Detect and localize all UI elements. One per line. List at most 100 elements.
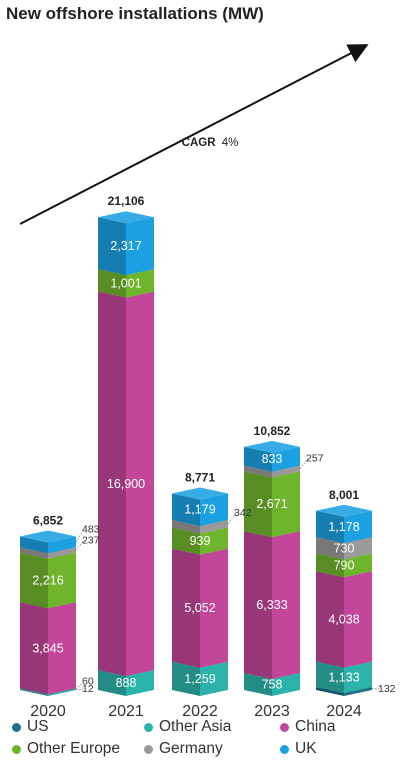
bar-face-right [272,673,300,696]
bar-face-left [172,527,200,555]
bar-face-left [244,471,272,538]
value-label-uk-2021: 2,317 [110,239,141,253]
bar-face-right [200,493,228,526]
bar-face-right [126,217,154,276]
bar-face-right [48,688,76,696]
bar-face-right [272,471,300,538]
legend-label: US [27,718,49,735]
bar-face-right [200,661,228,696]
bar-segment-uk-2020 [20,530,76,554]
value-label-other-asia-2022: 1,259 [184,672,215,686]
bar-face-left [98,217,126,276]
bar-face-left [98,269,126,298]
total-label-2021: 21,106 [108,194,145,208]
bar-face-right [272,446,300,472]
bar-face-right [344,661,372,694]
leader-line [75,681,85,690]
leader-line [75,529,85,543]
bar-face-left [20,602,48,695]
bar-face-left [316,537,344,560]
bar-face-left [172,548,200,668]
value-label-other-asia-2021: 888 [116,676,137,690]
value-label-other-europe-2023: 2,671 [256,497,287,511]
leader-line [227,512,237,525]
bar-face-right [200,548,228,668]
bar-face-left [20,536,48,554]
value-label-germany-2023: 257 [306,453,324,465]
legend-label: Other Asia [159,718,232,735]
bar-face-left [244,673,272,696]
bar-face-left [20,552,48,609]
leader-line [75,688,85,691]
bar-face-right [344,571,372,668]
legend-swatch [280,744,289,754]
bar-face-right [48,552,76,609]
bar-face-left [98,291,126,677]
legend-swatch [144,722,153,732]
value-label-china-2024: 4,038 [328,612,359,626]
bar-face-top [98,211,154,224]
value-label-other-europe-2024: 790 [334,558,355,572]
bar-face-left [316,687,344,696]
bar-face-left [316,553,344,578]
bar-face-left [316,510,344,544]
bar-face-right [200,527,228,555]
x-tick-label-2023: 2023 [254,703,290,720]
leader-line [75,540,85,551]
total-label-2023: 10,852 [254,424,291,438]
bar-face-left [20,689,48,696]
legend: US Other Asia China Other Europe Germany UK [12,718,402,758]
legend-item-other-asia: Other Asia [144,718,280,736]
bar-face-left [244,531,272,680]
bar-face-right [126,670,154,696]
chart-title: New offshore installations (MW) [6,4,264,23]
bar-face-right [272,465,300,478]
total-label-2024: 8,001 [329,488,359,502]
bar-face-left [20,688,48,696]
x-tick-label-2024: 2024 [326,703,362,720]
bar-face-top [20,530,76,543]
legend-item-uk: UK [280,740,400,758]
legend-item-germany: Germany [144,740,280,758]
cagr-value: 4% [222,137,239,149]
x-axis: 2020 2021 2022 2023 2024 [30,703,362,720]
value-label-germany-2020: 237 [82,534,100,546]
bar-face-left [98,670,126,696]
value-label-china-2021: 16,900 [107,477,145,491]
legend-swatch [280,722,289,732]
value-label-us-2024: 132 [378,683,396,695]
value-label-uk-2020: 483 [82,523,100,535]
bar-face-left [316,571,344,668]
bar-segment-uk-2023 [244,440,300,472]
bar-face-right [272,531,300,680]
bar-face-right [48,602,76,695]
legend-label: China [295,718,336,735]
bar-face-left [20,547,48,559]
bar-face-right [48,536,76,554]
bar-face-right [344,553,372,578]
bar-face-right [200,519,228,534]
bar-face-top [172,487,228,500]
legend-item-other-europe: Other Europe [12,740,144,758]
value-label-china-2023: 6,333 [256,598,287,612]
legend-swatch [144,744,153,754]
bar-face-top [244,440,300,453]
legend-swatch [12,744,21,754]
bar-face-left [172,493,200,526]
bar-segment-uk-2024 [316,504,372,544]
value-label-other-europe-2021: 1,001 [110,276,141,290]
legend-item-china: China [280,718,400,736]
value-label-other-asia-2023: 758 [262,678,283,692]
bar-face-right [344,510,372,544]
svg-text:CAGR 4%: CAGR 4% [182,137,239,149]
bar-segment-uk-2022 [172,487,228,526]
x-tick-label-2020: 2020 [30,703,66,720]
value-label-germany-2022: 342 [234,507,252,519]
cagr-arrow [19,44,369,225]
value-label-uk-2022: 1,179 [184,503,215,517]
x-tick-label-2022: 2022 [182,703,218,720]
bar-face-left [316,661,344,694]
legend-label: UK [295,740,317,757]
